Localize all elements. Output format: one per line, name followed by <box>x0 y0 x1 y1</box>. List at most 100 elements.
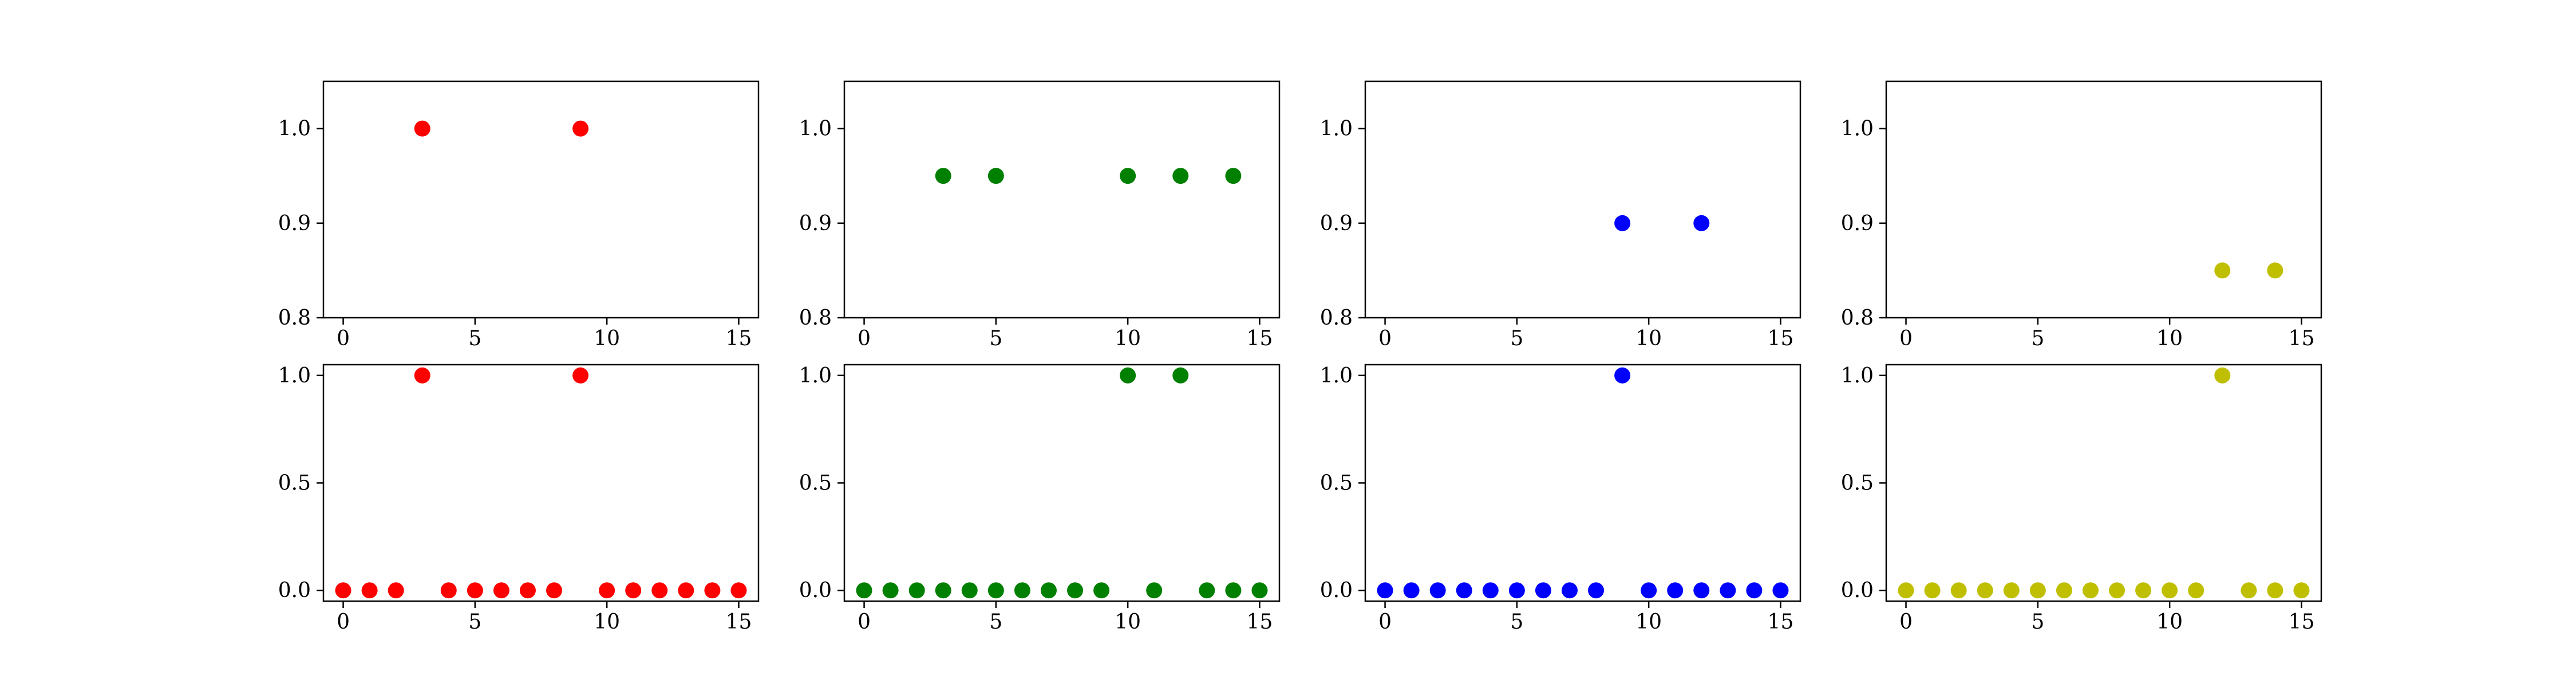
data-point <box>1225 168 1242 184</box>
data-point <box>467 582 483 599</box>
data-point <box>2188 582 2204 599</box>
x-tick-label: 15 <box>1768 327 1794 350</box>
data-point <box>961 582 978 599</box>
x-tick-label: 15 <box>2289 610 2315 634</box>
data-point <box>2267 582 2283 599</box>
y-tick-label: 1.0 <box>278 364 311 388</box>
data-point <box>1172 168 1189 184</box>
data-point <box>1040 582 1057 599</box>
data-point <box>856 582 872 599</box>
data-point <box>1251 582 1268 599</box>
x-tick-label: 5 <box>1510 610 1523 634</box>
data-point <box>572 367 589 384</box>
subplot-r2-c1: 0 5 10 15 0.0 0.5 1.0 <box>278 364 760 634</box>
x-tick-label: 15 <box>1247 610 1273 634</box>
y-tick-label: 0.9 <box>278 212 311 235</box>
data-point <box>1588 582 1605 599</box>
data-point <box>1693 215 1710 231</box>
data-point <box>882 582 899 599</box>
data-point <box>730 582 747 599</box>
data-point <box>1172 367 1189 384</box>
subplot-r1-c3-axes-frame <box>1364 80 1801 319</box>
data-point <box>1014 582 1030 599</box>
data-point <box>2003 582 2020 599</box>
y-tick-label: 1.0 <box>1320 117 1353 141</box>
x-tick-label: 15 <box>1247 327 1273 350</box>
data-point <box>1693 582 1710 599</box>
data-point <box>1120 168 1136 184</box>
data-point <box>2082 582 2099 599</box>
y-tick-label: 0.9 <box>1320 212 1353 235</box>
y-tick-label: 1.0 <box>799 117 832 141</box>
data-point <box>935 582 951 599</box>
subplot-r2-c3: 0 5 10 15 0.0 0.5 1.0 <box>1320 364 1801 634</box>
subplot-r1-c4-axes-frame <box>1885 80 2322 319</box>
y-tick-label: 0.8 <box>1320 306 1353 330</box>
data-point <box>388 582 404 599</box>
data-point <box>1482 582 1499 599</box>
data-point <box>2241 582 2257 599</box>
data-point <box>2162 582 2178 599</box>
y-tick-label: 0.9 <box>1841 212 1874 235</box>
x-tick-label: 5 <box>2031 610 2044 634</box>
data-point <box>599 582 615 599</box>
y-tick-label: 0.8 <box>278 306 311 330</box>
subplot-r2-c4-axes-frame <box>1885 364 2322 602</box>
data-point <box>1146 582 1163 599</box>
x-tick-label: 10 <box>1635 610 1662 634</box>
x-tick-label: 5 <box>468 327 481 350</box>
data-point <box>2029 582 2046 599</box>
data-point <box>572 120 589 137</box>
x-tick-label: 0 <box>337 610 350 634</box>
data-point <box>1924 582 1941 599</box>
x-tick-label: 5 <box>989 610 1002 634</box>
x-tick-label: 0 <box>1899 610 1913 634</box>
x-tick-label: 0 <box>1378 610 1392 634</box>
subplot-r2-c1-axes-frame <box>322 364 760 602</box>
data-point <box>2214 367 2231 384</box>
y-tick-label: 0.5 <box>799 472 832 495</box>
data-point <box>546 582 563 599</box>
data-point <box>678 582 694 599</box>
x-tick-label: 10 <box>1115 327 1141 350</box>
data-point <box>1067 582 1084 599</box>
subplot-r2-c2: 0 5 10 15 0.0 0.5 1.0 <box>799 364 1281 634</box>
data-point <box>2109 582 2125 599</box>
x-tick-label: 10 <box>1635 327 1662 350</box>
data-point <box>1093 582 1110 599</box>
data-point <box>2135 582 2152 599</box>
data-point <box>1746 582 1763 599</box>
x-tick-label: 15 <box>2289 327 2315 350</box>
data-point <box>1225 582 1242 599</box>
data-point <box>414 367 430 384</box>
data-point <box>1377 582 1393 599</box>
y-tick-label: 0.9 <box>799 212 832 235</box>
y-tick-label: 0.8 <box>799 306 832 330</box>
data-point <box>1535 582 1551 599</box>
subplot-r1-c3: 0 5 10 15 0.8 0.9 1.0 <box>1320 80 1801 350</box>
x-tick-label: 5 <box>2031 327 2044 350</box>
y-tick-label: 1.0 <box>278 117 311 141</box>
x-tick-label: 10 <box>1115 610 1141 634</box>
x-tick-label: 15 <box>726 327 752 350</box>
x-tick-label: 0 <box>1378 327 1392 350</box>
y-tick-label: 0.5 <box>278 472 311 495</box>
data-point <box>908 582 925 599</box>
data-point <box>1199 582 1215 599</box>
data-point <box>414 120 430 137</box>
subplot-r1-c1-axes-frame <box>322 80 760 319</box>
data-point <box>987 168 1004 184</box>
x-tick-label: 5 <box>468 610 481 634</box>
data-point <box>1456 582 1472 599</box>
data-point <box>1772 582 1789 599</box>
subplot-r2-c3-axes-frame <box>1364 364 1801 602</box>
data-point <box>935 168 951 184</box>
x-tick-label: 0 <box>858 610 871 634</box>
y-tick-label: 0.0 <box>799 579 832 602</box>
y-tick-label: 1.0 <box>1320 364 1353 388</box>
x-tick-label: 0 <box>858 327 871 350</box>
y-tick-label: 1.0 <box>1841 117 1874 141</box>
data-point <box>2214 262 2231 279</box>
data-point <box>519 582 536 599</box>
